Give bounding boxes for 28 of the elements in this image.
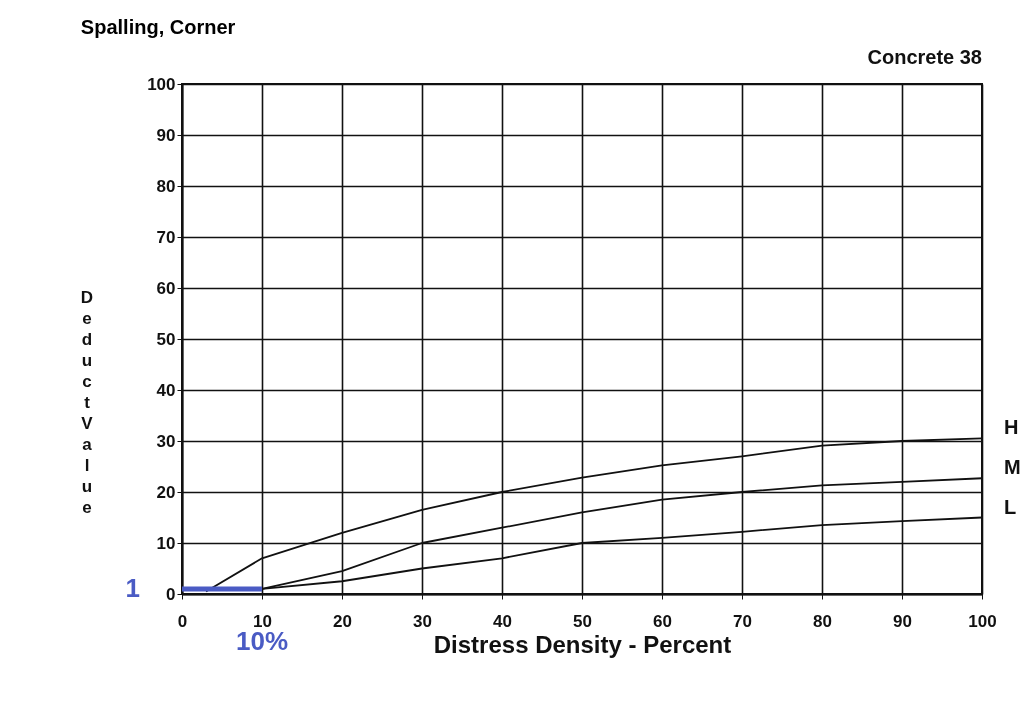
- x-tick-label: 70: [733, 611, 752, 631]
- text: Concrete 38: [867, 46, 982, 68]
- x-tick-label: 30: [413, 611, 432, 631]
- series-label: M: [1004, 456, 1021, 479]
- y-tick-label: 10: [156, 533, 176, 553]
- y-tick-label: 80: [156, 176, 176, 196]
- x-tick-label: 50: [573, 611, 592, 631]
- x-tick-label: 90: [893, 611, 912, 631]
- series-label: L: [1004, 495, 1017, 518]
- y-tick-label: 20: [156, 482, 176, 502]
- y-tick-label: 60: [156, 278, 176, 298]
- y-tick-label: 100: [147, 74, 176, 94]
- series-label: H: [1004, 416, 1019, 439]
- y-tick-label: 0: [166, 584, 176, 604]
- x-tick-label: 100: [968, 611, 997, 631]
- y-tick-label: 70: [156, 227, 176, 247]
- x-tick-label: 80: [813, 611, 832, 631]
- x-axis-title: Distress Density - Percent: [433, 630, 732, 658]
- x-tick-label: 20: [333, 611, 352, 631]
- y-tick-label: 40: [156, 380, 176, 400]
- y-tick-label: 30: [156, 431, 176, 451]
- chart-title: Spalling, Corner: [80, 16, 236, 38]
- text: Deduct Value: [80, 288, 94, 518]
- y-tick-label: 90: [156, 125, 176, 145]
- x-tick-label: 40: [493, 611, 512, 631]
- x-tick-label: 60: [653, 611, 672, 631]
- y-tick-label: 50: [156, 329, 176, 349]
- annotation: 1: [125, 572, 140, 603]
